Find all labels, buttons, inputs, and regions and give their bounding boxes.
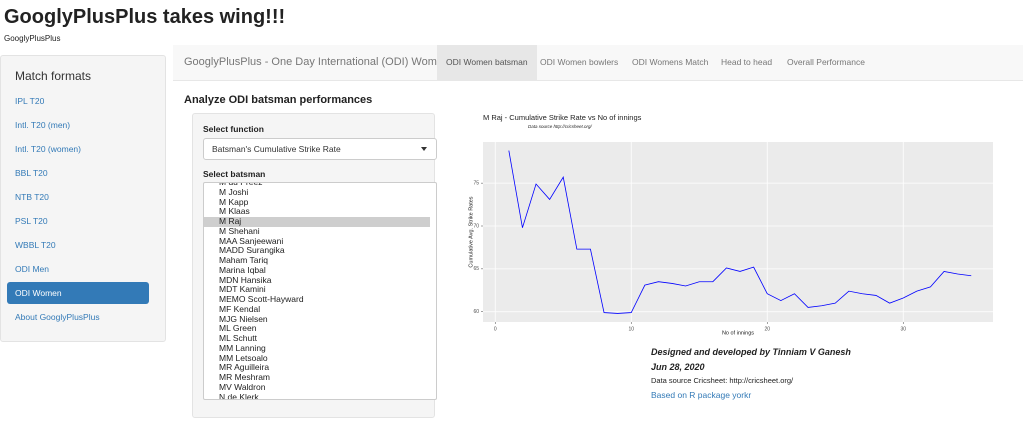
sidebar-link[interactable]: Intl. T20 (men) (15, 120, 71, 130)
nav-tab[interactable]: ODI Women batsman (437, 45, 537, 80)
batsman-option[interactable]: N de Klerk (219, 391, 259, 400)
batsman-option[interactable]: Maham Tariq (219, 255, 268, 265)
x-tick-label: 10 (628, 326, 634, 332)
sidebar-link[interactable]: PSL T20 (15, 216, 48, 226)
batsman-option[interactable]: MADD Surangika (219, 245, 285, 256)
line (508, 150, 972, 314)
batsman-option[interactable]: MR Aguilleira (219, 362, 270, 373)
credit: Designed and developed by Tinniam V Gane… (651, 347, 851, 357)
batsman-options: M du Preez M Joshi M Kapp M Klaas M Raj M She… (204, 182, 430, 400)
batsman-option[interactable]: MM Letsoalo (219, 352, 268, 363)
x-tick-label: 30 (900, 326, 906, 332)
sidebar-link[interactable]: IPL T20 (15, 96, 45, 106)
data-source: Data source Cricsheet: http://cricsheet.… (651, 376, 794, 385)
package-link[interactable]: Based on R package yorkr (651, 390, 752, 400)
batsman-list[interactable]: M du Preez M Joshi M Kapp M Klaas M Raj M She… (203, 182, 437, 400)
panel-heading: Analyze ODI batsman performances (184, 94, 373, 106)
x-tick-label: 20 (764, 326, 770, 332)
sidebar-link[interactable]: WBBL T20 (15, 240, 56, 250)
batsman-option[interactable]: MAA Sanjeewani (219, 235, 284, 246)
batsman-option[interactable]: MEMO Scott-Hayward (219, 294, 304, 304)
nav-tab[interactable]: ODI Womens Match (632, 57, 709, 67)
batsman-option[interactable]: M Kapp (219, 196, 249, 207)
page-subtitle: GooglyPlusPlus (4, 34, 61, 43)
function-label: Select function (203, 124, 264, 134)
navbar: GooglyPlusPlus - One Day International (… (173, 45, 1023, 81)
sidebar-heading: Match formats (15, 69, 92, 83)
navbar-brand: GooglyPlusPlus - One Day International (… (184, 56, 450, 68)
batsman-option[interactable]: M Shehani (219, 225, 260, 236)
nav-tab[interactable]: ODI Women bowlers (540, 57, 619, 67)
batsman-option[interactable]: MDN Hansika (219, 274, 272, 285)
nav-tab[interactable]: Overall Performance (787, 57, 865, 67)
batsman-option[interactable]: Marina Iqbal (219, 264, 266, 275)
batsman-option[interactable]: MDT Kamini (219, 284, 266, 295)
y-tick-label: 70 (473, 223, 479, 229)
batsman-option[interactable]: MF Kendal (219, 303, 261, 314)
y-tick-label: 65 (473, 266, 479, 272)
x-tick-label: 0 (494, 326, 497, 332)
batsman-option[interactable]: ML Green (219, 323, 257, 334)
sidebar-link[interactable]: NTB T20 (15, 192, 49, 202)
date: Jun 28, 2020 (651, 362, 705, 372)
nav-tab[interactable]: Head to head (721, 57, 773, 67)
y-tick-label: 60 (473, 309, 479, 315)
batsman-option[interactable]: M du Preez (219, 182, 263, 187)
y-axis-label: Cumulative Avg. Strike Rates (468, 196, 474, 267)
chart: M Raj - Cumulative Strike Rate vs No of … (468, 113, 993, 336)
chart-title: M Raj - Cumulative Strike Rate vs No of … (483, 113, 642, 122)
function-select[interactable]: Batsman's Cumulative Strike Rate (203, 138, 437, 160)
function-value: Batsman's Cumulative Strike Rate (212, 144, 341, 154)
batsman-option[interactable]: M Joshi (219, 186, 249, 197)
plot-panel (483, 142, 993, 322)
chart-subtitle: Data source http://cricsheet.org/ (528, 124, 593, 129)
batsman-label: Select batsman (203, 169, 266, 179)
batsman-option[interactable]: M Klaas (219, 206, 250, 217)
batsman-option[interactable]: MM Lanning (219, 342, 266, 353)
batsman-option[interactable]: MV Waldron (219, 381, 266, 392)
batsman-option[interactable]: M Raj (204, 216, 430, 227)
sidebar-link[interactable]: ODI Women (7, 282, 149, 304)
batsman-option[interactable]: ML Schutt (219, 333, 257, 343)
sidebar-link[interactable]: ODI Men (15, 264, 50, 274)
batsman-option[interactable]: MJG Nielsen (219, 313, 268, 324)
y-tick-label: 75 (473, 180, 479, 186)
input-panel: Select function Batsman's Cumulative Str… (192, 113, 437, 418)
x-axis-label: No of innings (722, 330, 754, 336)
sidebar-link[interactable]: About GooglyPlusPlus (15, 312, 100, 322)
sidebar-link[interactable]: Intl. T20 (women) (15, 144, 81, 154)
batsman-option[interactable]: MR Meshram (219, 372, 271, 382)
caret (421, 147, 427, 151)
page-title: GooglyPlusPlus takes wing!!! (4, 6, 286, 28)
sidebar-link[interactable]: BBL T20 (15, 168, 48, 178)
sidebar: Match formats IPL T20 Intl. T20 (men) Intl… (0, 55, 166, 342)
